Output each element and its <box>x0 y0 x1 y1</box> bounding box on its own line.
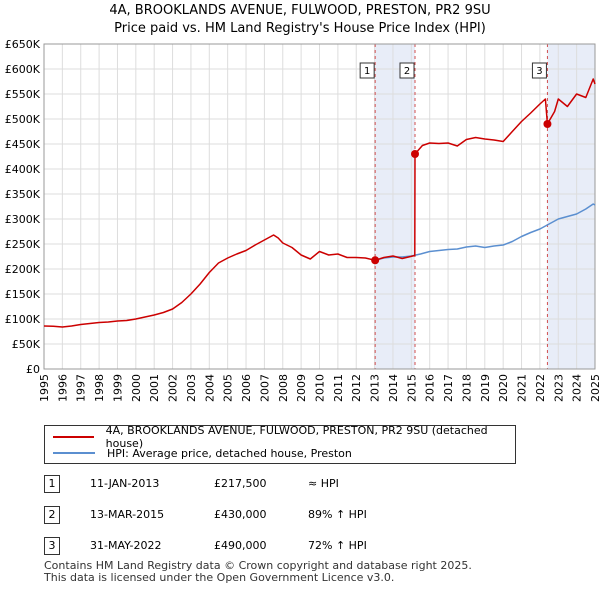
footer-line-1: Contains HM Land Registry data © Crown c… <box>44 559 472 572</box>
legend-label-property: 4A, BROOKLANDS AVENUE, FULWOOD, PRESTON,… <box>105 424 488 450</box>
sale-price: £490,000 <box>214 539 267 552</box>
sale-period-shade <box>375 44 416 369</box>
x-tick-label: 1996 <box>56 374 69 402</box>
x-tick-label: 2011 <box>332 374 345 402</box>
sale-point <box>411 150 420 158</box>
legend-label-hpi: HPI: Average price, detached house, Pres… <box>107 446 352 460</box>
sale-label-box <box>399 62 415 79</box>
y-tick-label: £100K <box>5 313 41 326</box>
legend-swatch-property <box>53 436 94 438</box>
x-tick-label: 2014 <box>387 374 400 402</box>
x-tick-label: 2001 <box>148 374 161 402</box>
x-tick-label: 2009 <box>295 374 308 402</box>
sale-label: 1 <box>364 66 370 77</box>
x-tick-label: 2019 <box>479 374 492 402</box>
sale-row: 1 11-JAN-2013 £217,500 ≈ HPI <box>44 475 464 493</box>
x-tick-label: 2013 <box>369 374 382 402</box>
sale-date: 13-MAR-2015 <box>90 508 165 521</box>
y-tick-label: £550K <box>5 88 41 101</box>
sale-number-badge: 3 <box>44 537 60 555</box>
x-tick-label: 2020 <box>497 374 510 402</box>
x-tick-label: 2012 <box>350 374 363 402</box>
x-tick-label: 1998 <box>93 374 106 402</box>
sale-row: 3 31-MAY-2022 £490,000 72% ↑ HPI <box>44 537 464 555</box>
sale-number-badge: 2 <box>44 506 60 524</box>
legend: 4A, BROOKLANDS AVENUE, FULWOOD, PRESTON,… <box>44 424 516 464</box>
chart-title: 4A, BROOKLANDS AVENUE, FULWOOD, PRESTON,… <box>0 2 600 38</box>
sale-row: 2 13-MAR-2015 £430,000 89% ↑ HPI <box>44 506 464 524</box>
property-series-line <box>43 78 596 328</box>
y-tick-label: £650K <box>5 38 41 51</box>
x-tick-label: 2006 <box>240 374 253 402</box>
sale-price: £217,500 <box>214 477 267 490</box>
price-chart: 1 2 3 £0 £50K £100K £150K £200K £250K £300K £350K £… <box>5 38 600 402</box>
sale-hpi-relation: 72% ↑ HPI <box>308 539 367 552</box>
sale-point <box>543 120 552 128</box>
x-tick-label: 2002 <box>167 374 180 402</box>
sale-hpi-relation: 89% ↑ HPI <box>308 508 367 521</box>
y-tick-label: £150K <box>5 288 41 301</box>
legend-item-property: 4A, BROOKLANDS AVENUE, FULWOOD, PRESTON,… <box>53 424 515 450</box>
y-tick-label: £0 <box>26 363 40 376</box>
y-tick-label: £50K <box>12 338 41 351</box>
x-tick-label: 2003 <box>185 374 198 402</box>
sale-hpi-relation: ≈ HPI <box>308 477 339 490</box>
title-line-2: Price paid vs. HM Land Registry's House … <box>114 21 486 36</box>
x-tick-label: 2018 <box>460 374 473 402</box>
sale-label: 2 <box>404 66 410 77</box>
x-tick-label: 1997 <box>75 374 88 402</box>
x-tick-label: 2022 <box>534 374 547 402</box>
y-tick-label: £300K <box>5 213 41 226</box>
x-tick-label: 2005 <box>222 374 235 402</box>
x-tick-label: 2024 <box>571 374 584 402</box>
x-tick-label: 2025 <box>589 374 600 402</box>
x-tick-label: 2023 <box>552 374 565 402</box>
sale-date: 31-MAY-2022 <box>90 539 162 552</box>
sale-number-badge: 1 <box>44 475 60 493</box>
y-tick-label: £350K <box>5 188 41 201</box>
plot-frame <box>43 43 596 370</box>
title-line-1: 4A, BROOKLANDS AVENUE, FULWOOD, PRESTON,… <box>109 3 491 18</box>
legend-item-hpi: HPI: Average price, detached house, Pres… <box>53 445 352 461</box>
x-tick-label: 2016 <box>424 374 437 402</box>
x-tick-label: 1995 <box>38 374 51 402</box>
sale-point <box>371 256 380 265</box>
legend-swatch-hpi <box>53 452 95 454</box>
x-tick-label: 2008 <box>277 374 290 402</box>
x-tick-label: 2004 <box>203 374 216 402</box>
sale-price: £430,000 <box>214 508 267 521</box>
y-tick-label: £450K <box>5 138 41 151</box>
x-tick-label: 2015 <box>405 374 418 402</box>
x-tick-label: 2021 <box>516 374 529 402</box>
y-tick-label: £500K <box>5 113 41 126</box>
sale-date: 11-JAN-2013 <box>90 477 160 490</box>
attribution-footer: Contains HM Land Registry data © Crown c… <box>44 560 472 584</box>
x-tick-label: 2010 <box>314 374 327 402</box>
x-tick-label: 2017 <box>442 374 455 402</box>
y-tick-label: £400K <box>5 163 41 176</box>
sale-period-shade <box>547 44 595 369</box>
sale-label-box <box>531 62 547 79</box>
x-tick-label: 2000 <box>130 374 143 402</box>
y-tick-label: £250K <box>5 238 41 251</box>
sale-label: 3 <box>536 66 542 77</box>
x-tick-label: 2007 <box>258 374 271 402</box>
y-tick-label: £200K <box>5 263 41 276</box>
footer-line-2: This data is licensed under the Open Gov… <box>44 571 395 584</box>
x-tick-label: 1999 <box>111 374 124 402</box>
y-tick-label: £600K <box>5 63 41 76</box>
sale-label-box <box>359 62 375 79</box>
